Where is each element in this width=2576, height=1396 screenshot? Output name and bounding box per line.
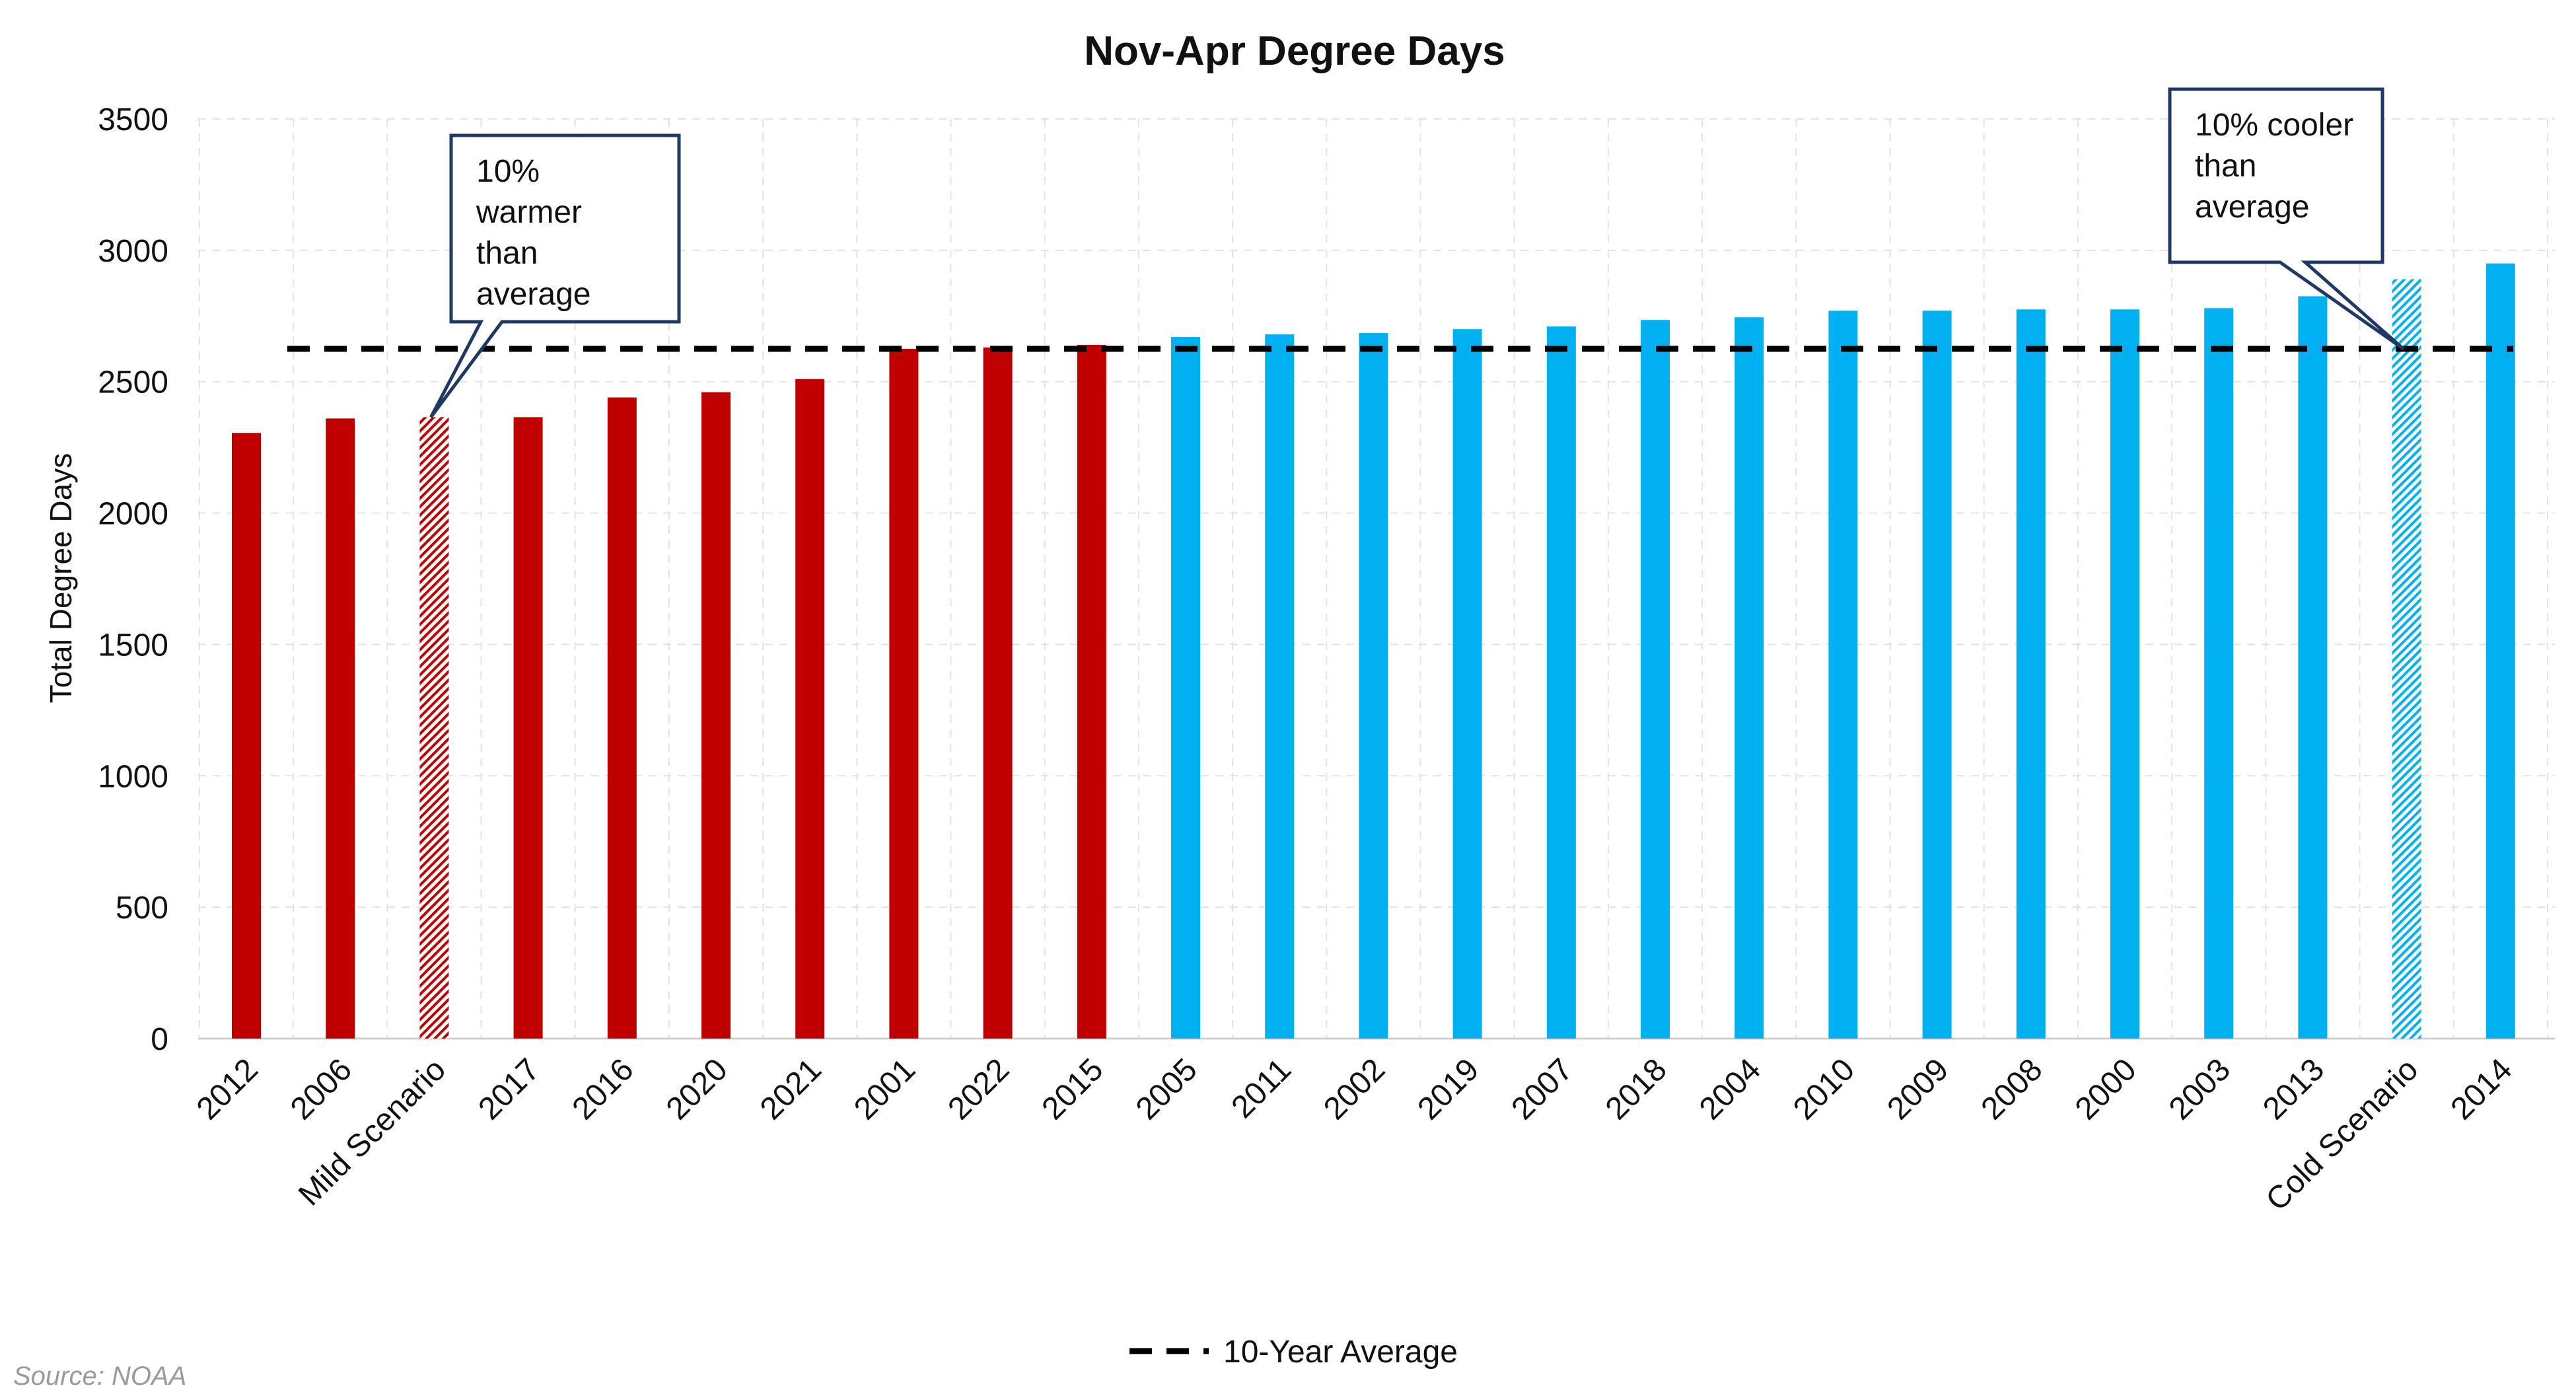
bar bbox=[1922, 311, 1952, 1039]
x-tick-label: 2015 bbox=[1036, 1052, 1110, 1126]
bar bbox=[889, 349, 919, 1039]
y-tick-label: 2000 bbox=[98, 497, 168, 532]
legend-label: 10-Year Average bbox=[1223, 1335, 1458, 1370]
x-tick-label: 2005 bbox=[1129, 1052, 1204, 1126]
callout-text: warmer bbox=[476, 195, 582, 230]
callout-box bbox=[429, 133, 681, 418]
x-tick-label: 2018 bbox=[1599, 1052, 1674, 1126]
y-axis-label: Total Degree Days bbox=[44, 453, 78, 703]
x-tick-label: 2013 bbox=[2256, 1052, 2331, 1126]
x-tick-label: 2022 bbox=[941, 1052, 1016, 1126]
x-tick-label: 2007 bbox=[1505, 1052, 1580, 1126]
x-tick-label: 2010 bbox=[1787, 1052, 1861, 1126]
x-tick-label: 2000 bbox=[2069, 1052, 2143, 1126]
bar bbox=[1452, 329, 1482, 1039]
callout-box bbox=[2168, 87, 2405, 351]
callout-text: average bbox=[476, 277, 590, 312]
bar bbox=[2392, 279, 2421, 1039]
bar bbox=[1359, 333, 1388, 1039]
chart-title: Nov-Apr Degree Days bbox=[1084, 28, 1505, 74]
x-tick-label: 2001 bbox=[847, 1052, 922, 1126]
x-tick-label: 2006 bbox=[284, 1052, 359, 1126]
bar bbox=[2204, 308, 2234, 1039]
x-tick-label: 2003 bbox=[2163, 1052, 2237, 1126]
x-tick-label: 2020 bbox=[660, 1052, 734, 1126]
bar bbox=[1828, 311, 1858, 1039]
y-axis-ticks: 0 500 1000 1500 2000 2500 3000 3500 bbox=[98, 102, 168, 1057]
x-tick-label: 2004 bbox=[1693, 1052, 1768, 1126]
bars bbox=[232, 263, 2515, 1039]
bar bbox=[513, 417, 543, 1039]
bar bbox=[607, 397, 637, 1039]
source-note: Source: NOAA bbox=[13, 1362, 186, 1391]
y-tick-label: 3000 bbox=[98, 234, 168, 269]
y-tick-label: 2500 bbox=[98, 365, 168, 400]
annotations: 10% warmer than average 10% cooler than averag… bbox=[429, 87, 2405, 418]
x-tick-label: 2016 bbox=[566, 1052, 641, 1126]
x-tick-label: 2021 bbox=[754, 1052, 828, 1126]
callout-text: 10% cooler bbox=[2195, 108, 2353, 143]
x-tick-label: 2014 bbox=[2445, 1052, 2519, 1126]
x-tick-label: 2017 bbox=[472, 1052, 546, 1126]
bar bbox=[795, 379, 825, 1039]
callout-text: 10% bbox=[476, 154, 540, 189]
bar bbox=[1546, 326, 1576, 1039]
x-tick-label: 2012 bbox=[190, 1052, 265, 1126]
callout-text: than bbox=[476, 236, 538, 271]
bar bbox=[1641, 320, 1670, 1039]
bar bbox=[326, 418, 355, 1039]
x-tick-label: 2019 bbox=[1411, 1052, 1485, 1126]
bar bbox=[1077, 345, 1106, 1039]
y-tick-label: 3500 bbox=[98, 102, 168, 137]
x-tick-label: 2002 bbox=[1317, 1052, 1392, 1126]
x-tick-label: 2011 bbox=[1225, 1052, 1298, 1124]
bar bbox=[2016, 309, 2046, 1039]
x-tick-label: 2008 bbox=[1975, 1052, 2050, 1126]
bar bbox=[232, 433, 261, 1039]
legend: 10-Year Average bbox=[1129, 1335, 1458, 1370]
bar bbox=[983, 348, 1013, 1039]
bar bbox=[2298, 296, 2328, 1039]
bar bbox=[1171, 337, 1200, 1039]
bar bbox=[2110, 309, 2139, 1039]
bar bbox=[2486, 263, 2515, 1039]
bar bbox=[1265, 334, 1295, 1039]
callout-text: average bbox=[2195, 190, 2309, 225]
bar bbox=[419, 417, 449, 1039]
y-tick-label: 500 bbox=[116, 891, 168, 926]
y-tick-label: 1000 bbox=[98, 759, 168, 794]
bar bbox=[1735, 317, 1764, 1039]
bar bbox=[701, 392, 731, 1039]
callout-text: than bbox=[2195, 149, 2256, 184]
x-tick-label: 2009 bbox=[1880, 1052, 1955, 1126]
y-tick-label: 1500 bbox=[98, 628, 168, 663]
y-tick-label: 0 bbox=[151, 1022, 168, 1057]
